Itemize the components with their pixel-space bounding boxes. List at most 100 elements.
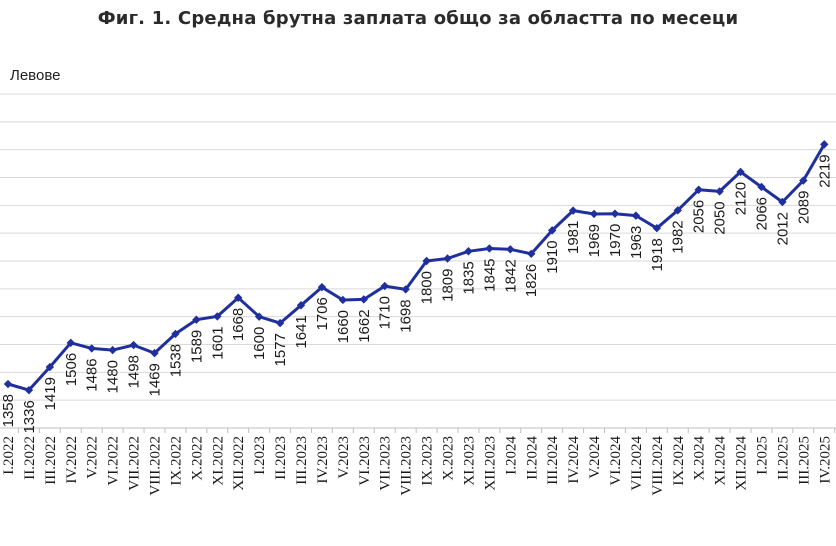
chart-title: Фиг. 1. Средна брутна заплата общо за об… bbox=[97, 8, 739, 29]
data-point bbox=[568, 206, 578, 215]
data-point bbox=[547, 226, 557, 235]
x-tick-label: XII.2024 bbox=[734, 436, 750, 491]
x-tick-label: IX.2022 bbox=[168, 436, 184, 486]
data-label: 2120 bbox=[733, 182, 750, 215]
data-label: 1506 bbox=[63, 353, 80, 386]
data-point bbox=[673, 206, 682, 215]
data-point bbox=[24, 385, 34, 395]
data-label: 1660 bbox=[335, 310, 352, 343]
data-label: 1706 bbox=[314, 297, 331, 330]
data-label: 1845 bbox=[481, 258, 498, 291]
data-point bbox=[485, 244, 494, 253]
data-point bbox=[736, 167, 745, 177]
data-point bbox=[527, 249, 536, 258]
series-line bbox=[7, 143, 826, 392]
data-point bbox=[443, 254, 452, 263]
x-tick-label: XII.2023 bbox=[482, 436, 498, 491]
data-point bbox=[338, 295, 348, 305]
x-tick-label: I.2023 bbox=[252, 436, 268, 475]
data-point bbox=[820, 140, 829, 149]
data-point bbox=[610, 209, 620, 218]
x-tick-label: VI.2023 bbox=[357, 436, 373, 486]
data-label: 2089 bbox=[795, 191, 812, 224]
x-tick-label: IV.2025 bbox=[817, 436, 833, 484]
data-point bbox=[631, 211, 641, 220]
x-tick-label: II.2024 bbox=[524, 436, 540, 480]
data-point bbox=[296, 301, 306, 310]
x-tick-label: I.2022 bbox=[1, 436, 17, 475]
data-point bbox=[234, 293, 243, 302]
data-point bbox=[380, 281, 389, 291]
data-label: 1970 bbox=[607, 224, 624, 257]
data-label: 1358 bbox=[0, 394, 17, 427]
data-label: 1800 bbox=[419, 271, 436, 304]
data-point bbox=[694, 185, 703, 194]
x-tick-label: I.2025 bbox=[754, 436, 770, 475]
data-point bbox=[171, 329, 180, 339]
data-point bbox=[778, 197, 787, 207]
data-label: 1969 bbox=[586, 224, 603, 257]
data-label: 1589 bbox=[188, 330, 205, 363]
x-tick-label: VI.2024 bbox=[608, 436, 624, 486]
data-label: 1910 bbox=[544, 240, 561, 273]
x-tick-label: XII.2022 bbox=[231, 436, 247, 491]
data-point bbox=[213, 312, 222, 321]
data-point bbox=[66, 338, 75, 348]
data-point bbox=[589, 209, 599, 219]
data-point bbox=[129, 340, 138, 350]
x-tick-label: III.2025 bbox=[796, 436, 812, 485]
x-tick-label: IV.2024 bbox=[566, 436, 582, 484]
data-point bbox=[275, 318, 285, 328]
x-tick-label: XI.2022 bbox=[210, 436, 226, 486]
x-tick-labels: I.2022 II.2022 III.2022 IV.2022 V.2022 VI.202… bbox=[1, 436, 833, 496]
data-label: 2066 bbox=[753, 197, 770, 230]
data-label: 1498 bbox=[126, 355, 143, 388]
data-label: 1835 bbox=[460, 261, 477, 294]
data-label: 2012 bbox=[774, 212, 791, 245]
data-point bbox=[45, 362, 55, 372]
x-tick-label: X.2023 bbox=[441, 436, 457, 481]
data-label: 1981 bbox=[565, 221, 582, 254]
x-tick-label: IX.2023 bbox=[420, 436, 436, 486]
x-tick-label: X.2024 bbox=[692, 436, 708, 481]
data-point bbox=[715, 187, 724, 196]
x-axis bbox=[0, 427, 836, 433]
data-label: 1963 bbox=[628, 226, 645, 259]
data-point bbox=[422, 256, 431, 266]
x-tick-label: III.2024 bbox=[545, 436, 561, 485]
data-point bbox=[3, 379, 13, 389]
data-label: 1668 bbox=[230, 308, 247, 341]
x-tick-label: VII.2023 bbox=[378, 436, 394, 491]
data-point bbox=[757, 182, 766, 192]
data-label: 1469 bbox=[147, 363, 164, 396]
data-point bbox=[401, 285, 410, 294]
data-label: 1698 bbox=[398, 299, 415, 332]
x-tick-label: IV.2022 bbox=[64, 436, 80, 484]
data-point bbox=[464, 247, 473, 256]
data-label: 1662 bbox=[356, 309, 373, 342]
x-tick-label: II.2022 bbox=[22, 436, 38, 480]
data-label: 1601 bbox=[209, 326, 226, 359]
x-tick-label: I.2024 bbox=[503, 436, 519, 475]
data-label: 1336 bbox=[21, 400, 38, 433]
data-point bbox=[254, 312, 264, 321]
data-point bbox=[317, 282, 327, 292]
data-label: 1641 bbox=[293, 315, 310, 348]
data-point bbox=[192, 315, 201, 324]
data-label: 1809 bbox=[440, 268, 457, 301]
x-tick-label: XI.2024 bbox=[713, 436, 729, 486]
data-label: 1538 bbox=[167, 344, 184, 377]
data-label: 2219 bbox=[816, 154, 833, 187]
y-axis-label: Левове bbox=[10, 67, 61, 84]
data-label: 1419 bbox=[42, 377, 59, 410]
x-tick-label: VII.2024 bbox=[629, 436, 645, 491]
x-tick-label: VIII.2023 bbox=[399, 436, 415, 496]
data-label: 1600 bbox=[251, 327, 268, 360]
data-label: 1826 bbox=[523, 264, 540, 297]
x-tick-label: X.2022 bbox=[189, 436, 205, 481]
data-label: 1577 bbox=[272, 333, 289, 366]
data-label: 1918 bbox=[649, 238, 666, 271]
gridlines bbox=[0, 93, 836, 401]
